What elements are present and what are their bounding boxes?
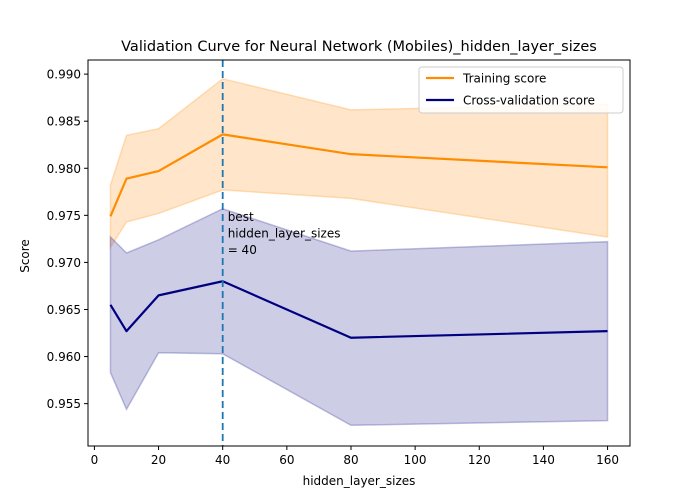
y-tick-label: 0.955 <box>47 397 81 411</box>
x-tick-label: 20 <box>151 453 166 467</box>
x-tick-label: 60 <box>279 453 294 467</box>
best-annotation-line: = 40 <box>228 243 257 257</box>
y-tick-label: 0.965 <box>47 303 81 317</box>
confidence-band-0 <box>109 78 609 250</box>
x-tick-label: 40 <box>215 453 230 467</box>
y-tick-label: 0.980 <box>47 162 81 176</box>
plot-frame <box>87 59 631 447</box>
legend-box <box>418 66 624 114</box>
x-tick-label: 120 <box>468 453 491 467</box>
y-tick-label: 0.970 <box>47 256 81 270</box>
x-tick-label: 160 <box>596 453 619 467</box>
y-tick-label: 0.990 <box>47 68 81 82</box>
series-line-1 <box>109 280 608 339</box>
chart-title: Validation Curve for Neural Network (Mob… <box>121 39 597 55</box>
plot-area: best hidden_layer_sizes = 40 0 20 40 60 80 100 12… <box>47 59 631 467</box>
best-annotation-line: best <box>228 210 254 224</box>
y-tick-label: 0.985 <box>47 115 81 129</box>
y-axis-label: Score <box>18 239 32 273</box>
legend-label-1: Cross-validation score <box>463 94 595 108</box>
x-tick-label: 0 <box>91 453 99 467</box>
plot-content <box>109 60 609 446</box>
x-tick-label: 140 <box>532 453 555 467</box>
x-axis-label: hidden_layer_sizes <box>303 474 416 488</box>
confidence-band-1 <box>109 207 609 427</box>
legend: Training score Cross-validation score <box>418 66 624 114</box>
series-line-0 <box>109 133 608 217</box>
y-tick-label: 0.975 <box>47 209 81 223</box>
legend-label-0: Training score <box>462 72 546 86</box>
best-annotation-line: hidden_layer_sizes <box>228 226 341 240</box>
y-tick-label: 0.960 <box>47 350 81 364</box>
x-tick-label: 100 <box>404 453 427 467</box>
x-tick-label: 80 <box>343 453 358 467</box>
